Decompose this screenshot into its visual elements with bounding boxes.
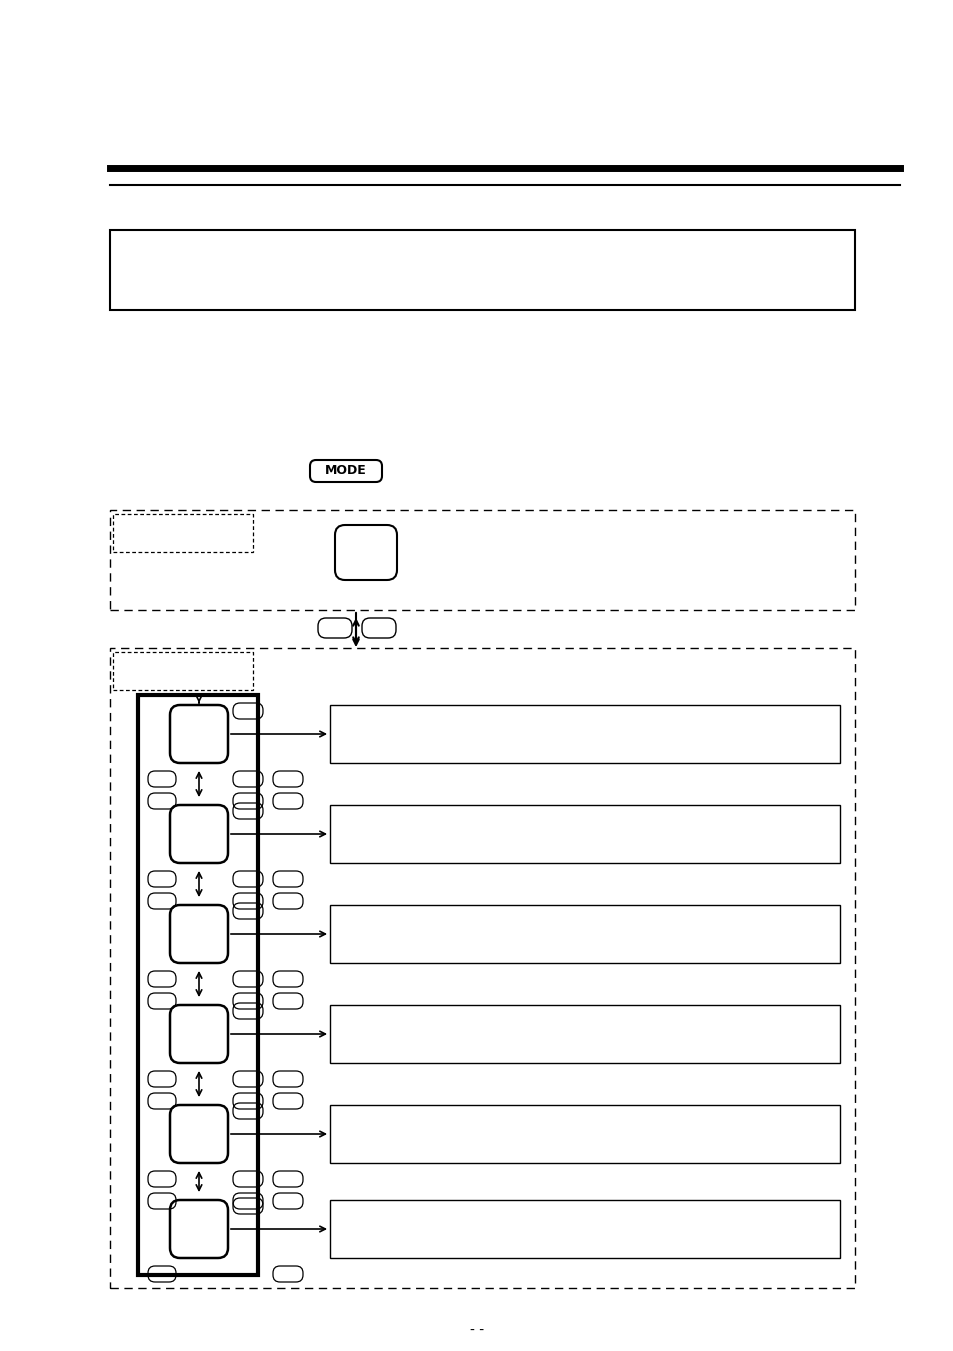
Bar [110, 230, 854, 309]
Bar [112, 653, 253, 690]
Bar [138, 694, 257, 1275]
Bar [330, 1105, 840, 1163]
Bar [110, 509, 854, 611]
Bar [330, 805, 840, 863]
Text: - -: - - [470, 1323, 483, 1337]
Text: MODE: MODE [325, 465, 367, 477]
Bar [112, 513, 253, 553]
Bar [330, 1005, 840, 1063]
Bar [330, 705, 840, 763]
Bar [330, 905, 840, 963]
Bar [330, 1200, 840, 1258]
Bar [110, 648, 854, 1288]
